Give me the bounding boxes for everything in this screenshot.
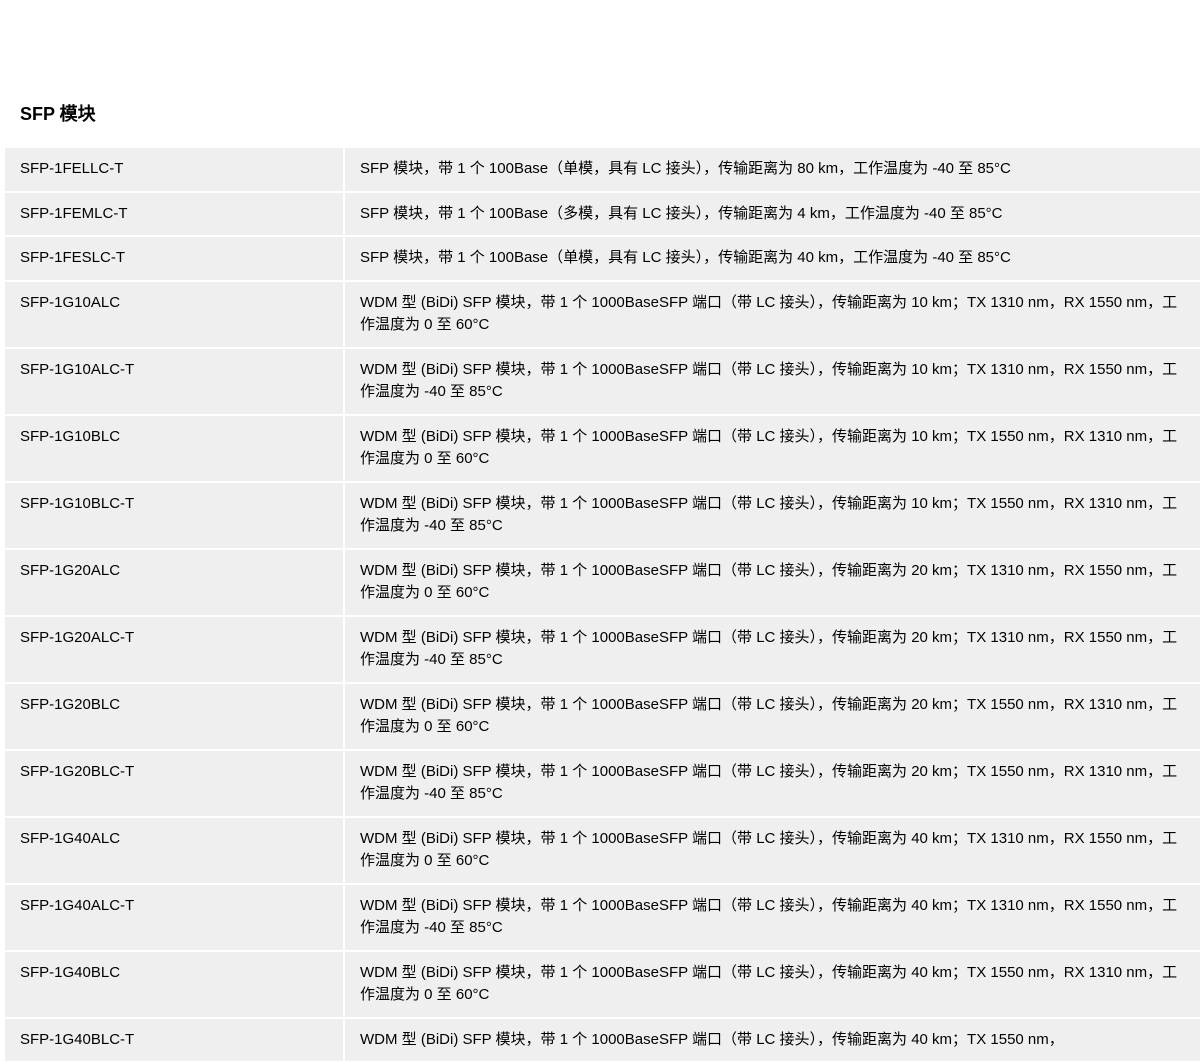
model-cell: SFP-1G40BLC	[5, 952, 345, 1019]
model-cell: SFP-1G10BLC	[5, 416, 345, 483]
table-row: SFP-1G10ALC-TWDM 型 (BiDi) SFP 模块，带 1 个 1…	[5, 349, 1200, 416]
table-row: SFP-1FESLC-TSFP 模块，带 1 个 100Base（单模，具有 L…	[5, 237, 1200, 282]
table-row: SFP-1FEMLC-TSFP 模块，带 1 个 100Base（多模，具有 L…	[5, 193, 1200, 238]
table-row: SFP-1G10ALCWDM 型 (BiDi) SFP 模块，带 1 个 100…	[5, 282, 1200, 349]
description-cell: WDM 型 (BiDi) SFP 模块，带 1 个 1000BaseSFP 端口…	[345, 349, 1200, 416]
model-cell: SFP-1G40ALC-T	[5, 885, 345, 952]
model-cell: SFP-1G40BLC-T	[5, 1019, 345, 1063]
model-cell: SFP-1FELLC-T	[5, 148, 345, 193]
description-cell: SFP 模块，带 1 个 100Base（单模，具有 LC 接头），传输距离为 …	[345, 237, 1200, 282]
description-cell: WDM 型 (BiDi) SFP 模块，带 1 个 1000BaseSFP 端口…	[345, 952, 1200, 1019]
model-cell: SFP-1G20BLC	[5, 684, 345, 751]
model-cell: SFP-1G20BLC-T	[5, 751, 345, 818]
description-cell: WDM 型 (BiDi) SFP 模块，带 1 个 1000BaseSFP 端口…	[345, 885, 1200, 952]
table-row: SFP-1G20ALCWDM 型 (BiDi) SFP 模块，带 1 个 100…	[5, 550, 1200, 617]
model-cell: SFP-1FESLC-T	[5, 237, 345, 282]
table-row: SFP-1G10BLCWDM 型 (BiDi) SFP 模块，带 1 个 100…	[5, 416, 1200, 483]
model-cell: SFP-1G40ALC	[5, 818, 345, 885]
document-container: SFP 模块 SFP-1FELLC-TSFP 模块，带 1 个 100Base（…	[0, 0, 1200, 1063]
table-row: SFP-1G40BLC-TWDM 型 (BiDi) SFP 模块，带 1 个 1…	[5, 1019, 1200, 1063]
model-cell: SFP-1G20ALC	[5, 550, 345, 617]
model-cell: SFP-1G20ALC-T	[5, 617, 345, 684]
description-cell: WDM 型 (BiDi) SFP 模块，带 1 个 1000BaseSFP 端口…	[345, 483, 1200, 550]
table-row: SFP-1G40ALC-TWDM 型 (BiDi) SFP 模块，带 1 个 1…	[5, 885, 1200, 952]
description-cell: WDM 型 (BiDi) SFP 模块，带 1 个 1000BaseSFP 端口…	[345, 550, 1200, 617]
table-row: SFP-1FELLC-TSFP 模块，带 1 个 100Base（单模，具有 L…	[5, 148, 1200, 193]
table-row: SFP-1G40BLCWDM 型 (BiDi) SFP 模块，带 1 个 100…	[5, 952, 1200, 1019]
model-cell: SFP-1G10ALC	[5, 282, 345, 349]
sfp-modules-table: SFP-1FELLC-TSFP 模块，带 1 个 100Base（单模，具有 L…	[5, 148, 1200, 1063]
table-row: SFP-1G10BLC-TWDM 型 (BiDi) SFP 模块，带 1 个 1…	[5, 483, 1200, 550]
table-row: SFP-1G20BLC-TWDM 型 (BiDi) SFP 模块，带 1 个 1…	[5, 751, 1200, 818]
table-row: SFP-1G20BLCWDM 型 (BiDi) SFP 模块，带 1 个 100…	[5, 684, 1200, 751]
description-cell: WDM 型 (BiDi) SFP 模块，带 1 个 1000BaseSFP 端口…	[345, 751, 1200, 818]
table-row: SFP-1G20ALC-TWDM 型 (BiDi) SFP 模块，带 1 个 1…	[5, 617, 1200, 684]
description-cell: WDM 型 (BiDi) SFP 模块，带 1 个 1000BaseSFP 端口…	[345, 684, 1200, 751]
model-cell: SFP-1FEMLC-T	[5, 193, 345, 238]
model-cell: SFP-1G10BLC-T	[5, 483, 345, 550]
description-cell: WDM 型 (BiDi) SFP 模块，带 1 个 1000BaseSFP 端口…	[345, 416, 1200, 483]
table-row: SFP-1G40ALCWDM 型 (BiDi) SFP 模块，带 1 个 100…	[5, 818, 1200, 885]
description-cell: SFP 模块，带 1 个 100Base（单模，具有 LC 接头），传输距离为 …	[345, 148, 1200, 193]
description-cell: WDM 型 (BiDi) SFP 模块，带 1 个 1000BaseSFP 端口…	[345, 282, 1200, 349]
description-cell: WDM 型 (BiDi) SFP 模块，带 1 个 1000BaseSFP 端口…	[345, 1019, 1200, 1063]
model-cell: SFP-1G10ALC-T	[5, 349, 345, 416]
description-cell: SFP 模块，带 1 个 100Base（多模，具有 LC 接头），传输距离为 …	[345, 193, 1200, 238]
description-cell: WDM 型 (BiDi) SFP 模块，带 1 个 1000BaseSFP 端口…	[345, 617, 1200, 684]
description-cell: WDM 型 (BiDi) SFP 模块，带 1 个 1000BaseSFP 端口…	[345, 818, 1200, 885]
section-title: SFP 模块	[5, 100, 1200, 148]
